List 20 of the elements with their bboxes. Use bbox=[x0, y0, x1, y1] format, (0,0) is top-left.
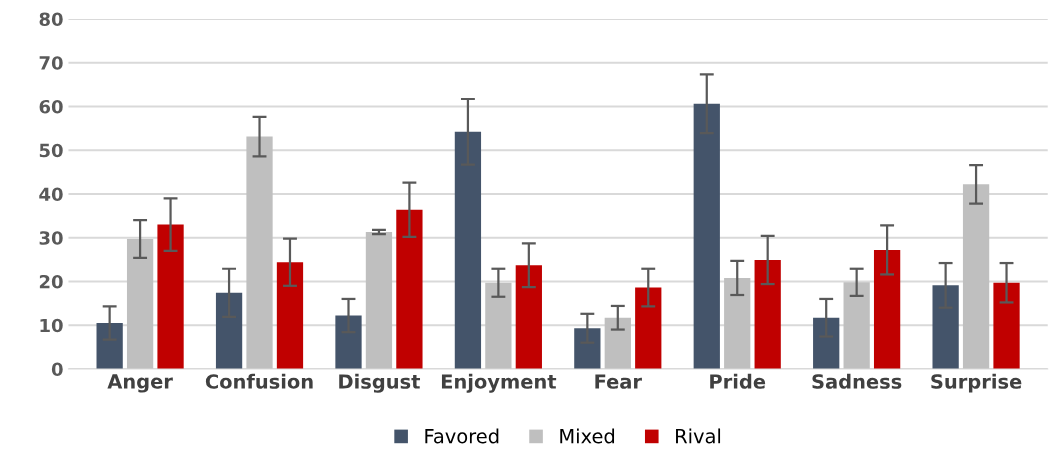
x-tick-label: Surprise bbox=[931, 373, 1022, 393]
x-tick-label: Anger bbox=[107, 374, 173, 393]
x-tick-label: Fear bbox=[595, 374, 642, 389]
y-tick-label: 0 bbox=[51, 362, 63, 377]
y-tick-label: 10 bbox=[40, 318, 63, 333]
x-tick-label: Confusion bbox=[205, 373, 313, 389]
y-tick-label: 20 bbox=[39, 274, 63, 289]
legend-label: Rival bbox=[676, 428, 721, 444]
x-tick-label: Enjoyment bbox=[441, 373, 557, 393]
x-tick-label: Sadness bbox=[812, 373, 902, 389]
y-tick-label: 50 bbox=[39, 143, 63, 158]
x-tick-label: Pride bbox=[710, 373, 766, 389]
y-tick-label: 70 bbox=[39, 56, 63, 70]
legend-label: Favored bbox=[425, 428, 499, 444]
x-tick-label: Disgust bbox=[339, 373, 421, 393]
y-tick-label: 80 bbox=[39, 12, 63, 27]
y-tick-label: 30 bbox=[39, 231, 63, 245]
y-tick-label: 40 bbox=[39, 187, 63, 202]
y-tick-label: 60 bbox=[39, 99, 63, 114]
legend-label: Mixed bbox=[560, 428, 615, 444]
